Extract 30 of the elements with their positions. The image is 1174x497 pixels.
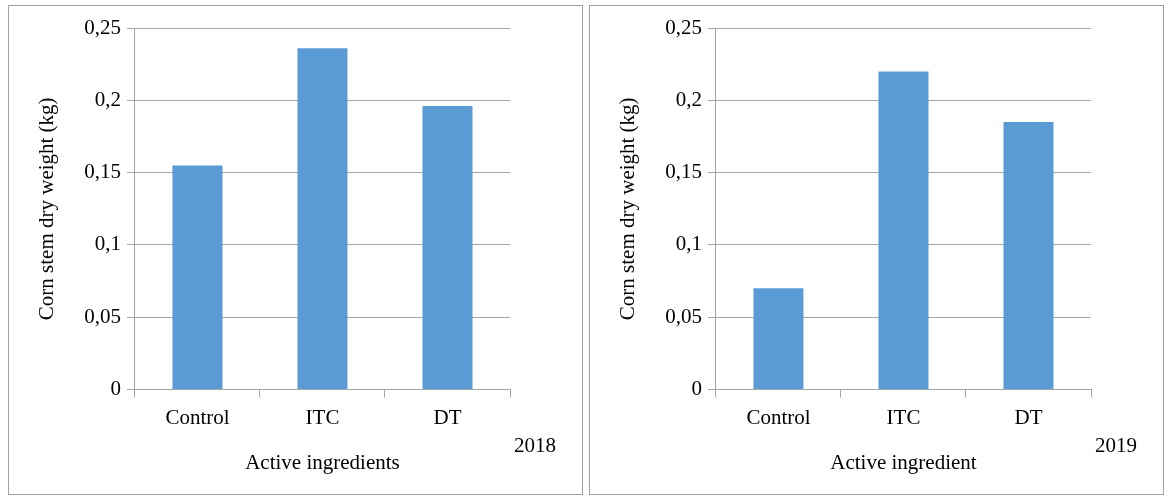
x-tick-label: DT [1014, 404, 1043, 429]
y-tick-label: 0,05 [665, 303, 702, 328]
y-tick-label: 0,2 [675, 86, 702, 111]
x-tick-label: DT [433, 404, 462, 429]
text: 2018 [514, 432, 556, 457]
x-tick-label: ITC [305, 404, 340, 429]
text: 2019 [1095, 432, 1137, 457]
y-tick-label: 0,1 [94, 231, 121, 256]
y-tick-label: 0 [110, 376, 121, 401]
y-tick-label: 0,2 [94, 86, 121, 111]
bar [878, 71, 929, 390]
x-tick-label: Control [746, 404, 811, 429]
x-tick-label: Control [165, 404, 230, 429]
bar [172, 165, 223, 390]
y-tick-label: 0,1 [675, 231, 702, 256]
x-axis-title: Active ingredient [830, 449, 977, 474]
y-axis-title: Corn stem dry weight (kg) [615, 97, 640, 321]
y-tick-label: 0,25 [84, 14, 121, 39]
x-tick-label: ITC [886, 404, 921, 429]
y-tick-label: 0 [691, 376, 702, 401]
bar [753, 288, 804, 390]
bar [422, 106, 473, 390]
y-axis-title: Corn stem dry weight (kg) [34, 97, 59, 321]
bar [297, 48, 348, 390]
y-tick-label: 0,15 [665, 159, 702, 184]
y-tick-label: 0,15 [84, 159, 121, 184]
bar [1003, 122, 1054, 390]
y-tick-label: 0,25 [665, 14, 702, 39]
y-tick-label: 0,05 [84, 303, 121, 328]
x-axis-title: Active ingredients [245, 449, 400, 474]
